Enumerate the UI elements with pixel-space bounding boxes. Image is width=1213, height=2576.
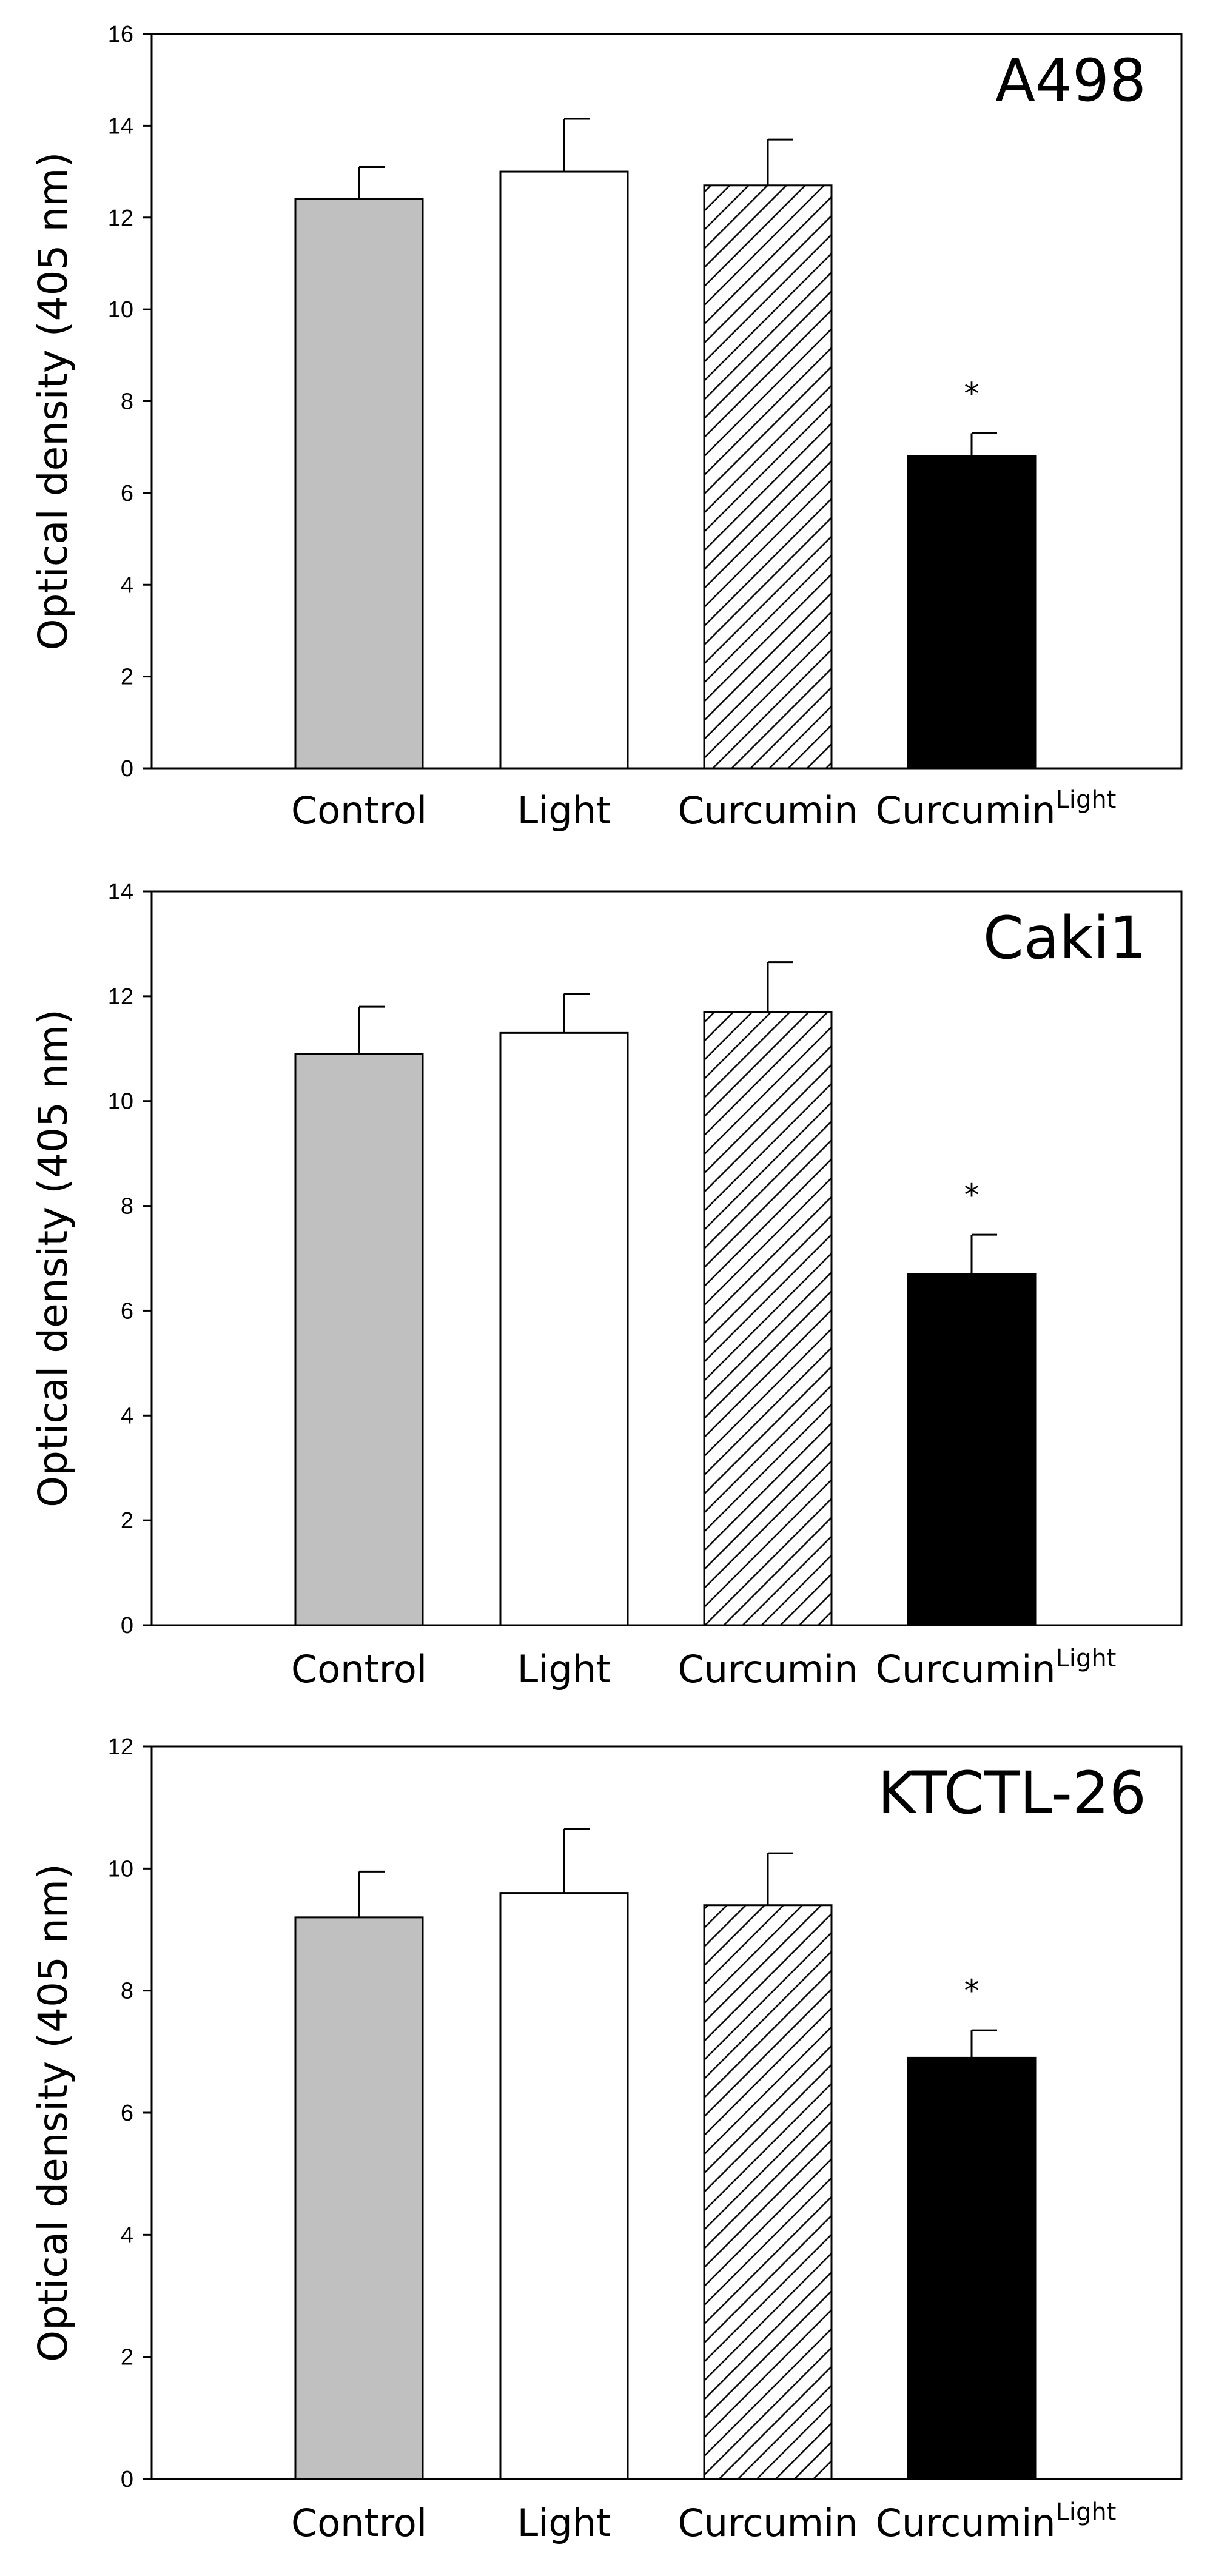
- y-tick-label: 10: [108, 1856, 133, 1882]
- bar: [294, 1916, 424, 2480]
- x-category-label: Control: [291, 1647, 427, 1691]
- bar: [907, 2056, 1037, 2480]
- x-category-superscript: Light: [1056, 786, 1117, 814]
- y-tick-label: 8: [121, 1979, 133, 2004]
- bar: [294, 198, 424, 770]
- bar: [703, 1011, 833, 1626]
- x-category-text: Light: [517, 2501, 611, 2545]
- y-tick-label: 10: [108, 1089, 133, 1115]
- x-category-text: Control: [291, 2501, 427, 2545]
- significance-marker: *: [964, 1973, 979, 2008]
- y-tick-label: 4: [121, 2222, 133, 2248]
- y-axis-label: Optical density (405 nm): [30, 1009, 76, 1508]
- chart-panel: 0 2 4 6 8 10 12 14 16 Optical density (405 nm) A49…: [30, 22, 1183, 833]
- y-tick-label: 8: [121, 389, 133, 415]
- y-tick-label: 14: [108, 879, 133, 905]
- y-tick-label: 8: [121, 1194, 133, 1219]
- x-category-text: Curcumin: [876, 788, 1056, 833]
- x-category-text: Light: [517, 788, 611, 833]
- x-category-text: Curcumin: [876, 1647, 1056, 1691]
- x-category-text: Curcumin: [677, 788, 858, 833]
- y-axis-label: Optical density (405 nm): [30, 152, 76, 651]
- y-tick-label: 4: [121, 572, 133, 598]
- x-category-label: CurcuminLight: [876, 786, 1117, 833]
- x-category-label: Control: [291, 2501, 427, 2545]
- x-category-label: Curcumin: [677, 788, 858, 833]
- x-category-text: Curcumin: [677, 2501, 858, 2545]
- x-category-label: CurcuminLight: [876, 2498, 1117, 2545]
- x-category-text: Control: [291, 788, 427, 833]
- x-category-superscript: Light: [1056, 2498, 1117, 2526]
- y-tick-label: 0: [121, 2467, 133, 2492]
- y-tick-label: 10: [108, 297, 133, 323]
- x-category-label: Light: [517, 788, 611, 833]
- significance-marker: *: [964, 376, 979, 411]
- y-tick-label: 12: [108, 1734, 133, 1760]
- significance-marker: *: [964, 1178, 979, 1213]
- x-category-superscript: Light: [1056, 1645, 1117, 1672]
- y-tick-label: 14: [108, 113, 133, 139]
- x-category-label: Light: [517, 1647, 611, 1691]
- bar: [499, 170, 629, 770]
- y-tick-label: 0: [121, 756, 133, 782]
- bar: [499, 1031, 629, 1626]
- x-category-label: Curcumin: [677, 1647, 858, 1691]
- x-category-label: CurcuminLight: [876, 1645, 1117, 1691]
- chart-title: A498: [995, 47, 1146, 115]
- y-tick-label: 2: [121, 1508, 133, 1534]
- bar: [499, 1892, 629, 2480]
- y-tick-label: 6: [121, 2101, 133, 2126]
- chart-title: Caki1: [983, 904, 1146, 972]
- bar: [907, 455, 1037, 770]
- y-tick-label: 2: [121, 665, 133, 690]
- y-tick-label: 4: [121, 1403, 133, 1429]
- bar: [294, 1053, 424, 1626]
- y-tick-label: 16: [108, 22, 133, 47]
- bar: [703, 1904, 833, 2480]
- x-category-text: Control: [291, 1647, 427, 1691]
- x-category-label: Control: [291, 788, 427, 833]
- x-category-text: Light: [517, 1647, 611, 1691]
- y-tick-label: 2: [121, 2345, 133, 2370]
- x-category-text: Curcumin: [677, 1647, 858, 1691]
- x-category-label: Curcumin: [677, 2501, 858, 2545]
- bar: [703, 184, 833, 770]
- y-axis-label: Optical density (405 nm): [30, 1863, 76, 2362]
- chart-panel: 0 2 4 6 8 10 12 14 Optical density (405 nm) Caki1…: [30, 879, 1183, 1691]
- chart-title: KTCTL-26: [878, 1759, 1146, 1827]
- y-tick-label: 6: [121, 1298, 133, 1324]
- y-tick-label: 12: [108, 206, 133, 231]
- y-tick-label: 6: [121, 481, 133, 506]
- y-tick-label: 12: [108, 984, 133, 1010]
- bar: [907, 1273, 1037, 1626]
- plot-frame: [150, 890, 1183, 1626]
- x-category-label: Light: [517, 2501, 611, 2545]
- y-tick-label: 0: [121, 1613, 133, 1639]
- chart-panel: 0 2 4 6 8 10 12 Optical density (405 nm) KTCTL-2…: [30, 1734, 1183, 2545]
- x-category-text: Curcumin: [876, 2501, 1056, 2545]
